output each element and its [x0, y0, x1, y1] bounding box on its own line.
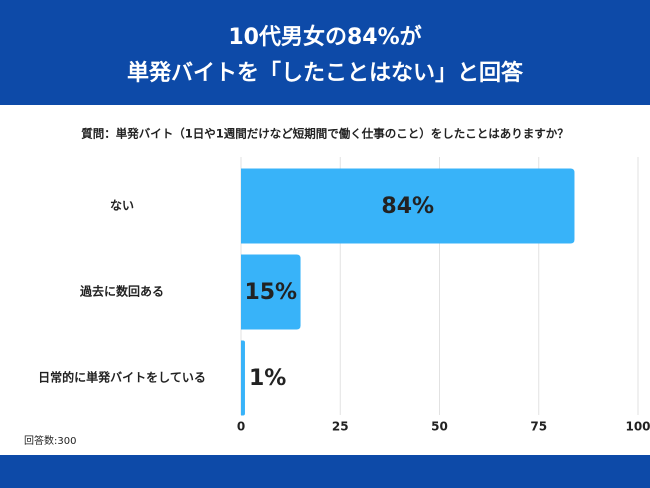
chart-title: 単発バイトを「したことはない」と回答	[127, 60, 524, 86]
x-tick-label: 50	[431, 420, 448, 434]
bar	[241, 168, 575, 244]
x-tick-label: 0	[237, 420, 245, 434]
x-tick-label: 100	[625, 420, 650, 434]
footer-band	[0, 455, 650, 488]
y-tick-label: ない	[110, 199, 134, 213]
bar	[241, 340, 245, 416]
note: 回答数:300	[24, 434, 76, 447]
value-label: 84%	[381, 194, 434, 219]
x-tick-label: 75	[530, 420, 547, 434]
x-tick-label: 25	[332, 420, 349, 434]
chart-title: 10代男女の84%が	[228, 24, 421, 50]
value-label: 15%	[244, 280, 297, 305]
bar	[241, 254, 301, 330]
header-band	[0, 0, 650, 105]
chart-subtitle: 質問：単発バイト（1日や1週間だけなど短期間で働く仕事のこと）をしたことはありま…	[81, 127, 569, 141]
value-label: 1%	[249, 366, 286, 391]
y-tick-label: 日常的に単発バイトをしている	[38, 370, 206, 385]
y-tick-label: 過去に数回ある	[79, 284, 164, 299]
